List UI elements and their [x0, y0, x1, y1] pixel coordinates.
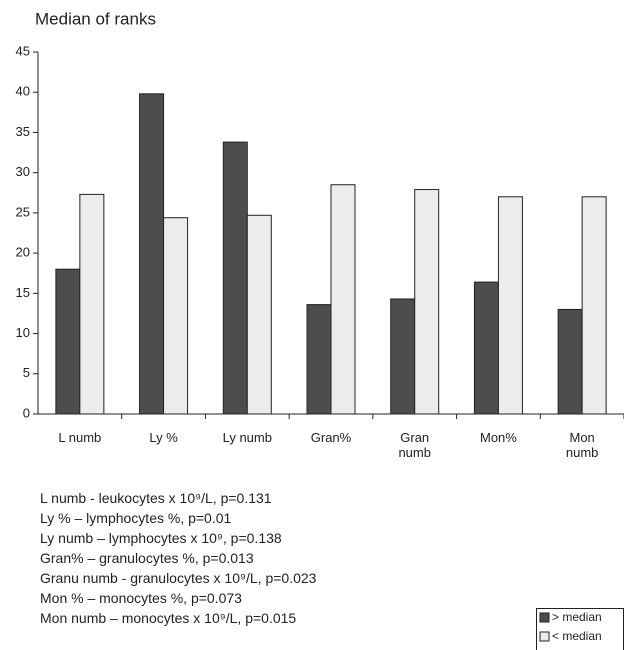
bar: [306, 304, 332, 415]
bar: [79, 193, 105, 415]
x-tick-label: Ly %: [149, 430, 178, 445]
bar: [414, 189, 440, 415]
y-tick-label: 40: [16, 84, 30, 99]
legend-box: [536, 608, 624, 650]
bar: [163, 217, 189, 415]
legend-label: < median: [552, 629, 602, 643]
legend-swatch: [539, 631, 550, 642]
footnote: Granu numb - granulocytes x 10⁹/L, p=0.0…: [40, 570, 317, 586]
legend-swatch: [539, 612, 550, 623]
y-tick-label: 0: [23, 405, 30, 420]
bar: [473, 281, 499, 415]
footnote: Ly % – lymphocytes %, p=0.01: [40, 510, 232, 526]
footnote: Mon numb – monocytes x 10⁹/L, p=0.015: [40, 610, 297, 626]
y-tick-label: 35: [16, 124, 30, 139]
legend-label: > median: [552, 610, 602, 624]
y-tick-label: 15: [16, 285, 30, 300]
y-tick-label: 30: [16, 164, 30, 179]
bar: [497, 196, 523, 415]
x-tick-label: Gran%: [310, 430, 352, 445]
y-tick-label: 10: [16, 325, 30, 340]
bar: [55, 268, 81, 415]
bar: [222, 141, 248, 415]
x-tick-label: Ly numb: [222, 430, 272, 445]
bar: [330, 184, 356, 415]
bar: [139, 93, 165, 415]
y-tick-label: 45: [16, 43, 30, 58]
x-tick-label: L numb: [58, 430, 102, 445]
y-tick-label: 25: [16, 204, 30, 219]
footnote: Ly numb – lymphocytes x 10⁹, p=0.138: [40, 530, 282, 546]
bar: [390, 298, 416, 415]
y-tick-label: 20: [16, 245, 30, 260]
bar: [246, 214, 272, 415]
bar: [557, 308, 583, 415]
footnote: Mon % – monocytes %, p=0.073: [40, 590, 242, 606]
footnote: Gran% – granulocytes %, p=0.013: [40, 550, 254, 566]
x-tick-label: Gran numb: [398, 430, 431, 460]
x-tick-label: Mon%: [479, 430, 517, 445]
footnote: L numb - leukocytes x 10⁹/L, p=0.131: [40, 490, 272, 506]
bar: [581, 196, 607, 415]
x-tick-label: Mon numb: [565, 430, 599, 460]
chart-title: Median of ranks: [35, 9, 156, 28]
y-tick-label: 5: [23, 365, 30, 380]
